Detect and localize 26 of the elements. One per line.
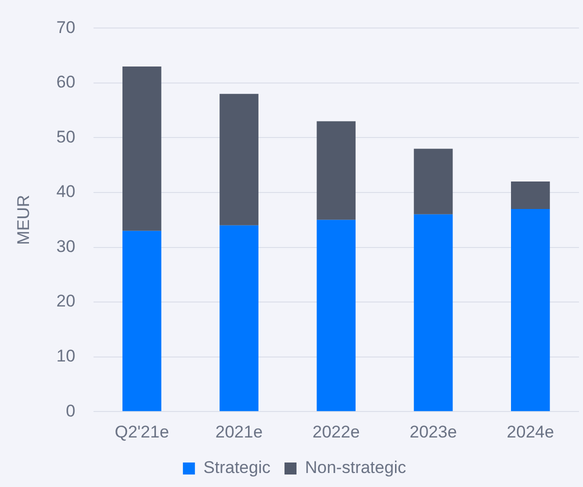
y-tick-label: 10 [56, 346, 76, 366]
bar [220, 94, 258, 226]
x-tick-label: 2021e [215, 422, 263, 442]
x-tick-label: 2022e [312, 422, 360, 442]
bar [220, 225, 258, 412]
x-tick-label: Q2'21e [114, 422, 170, 442]
y-tick-label: 60 [56, 72, 76, 92]
y-axis-title: MEUR [14, 194, 33, 245]
y-tick-label: 50 [56, 127, 76, 146]
y-tick-label: 20 [56, 292, 76, 311]
bar [414, 148, 453, 214]
y-tick-label: 30 [56, 236, 76, 256]
y-tick-label: 70 [56, 18, 76, 37]
bar [316, 220, 356, 412]
legend-label: Non-strategic [304, 458, 407, 478]
bar [122, 230, 162, 412]
bar [511, 208, 550, 412]
bar [316, 121, 356, 220]
bar [511, 182, 550, 209]
x-tick-label: 2023e [410, 422, 457, 442]
y-tick-label: 40 [56, 182, 76, 202]
bar [122, 66, 162, 231]
bar [414, 214, 453, 412]
x-tick-label: 2024e [506, 422, 554, 442]
y-tick-label: 0 [66, 401, 76, 420]
legend-label: Strategic [203, 458, 271, 478]
